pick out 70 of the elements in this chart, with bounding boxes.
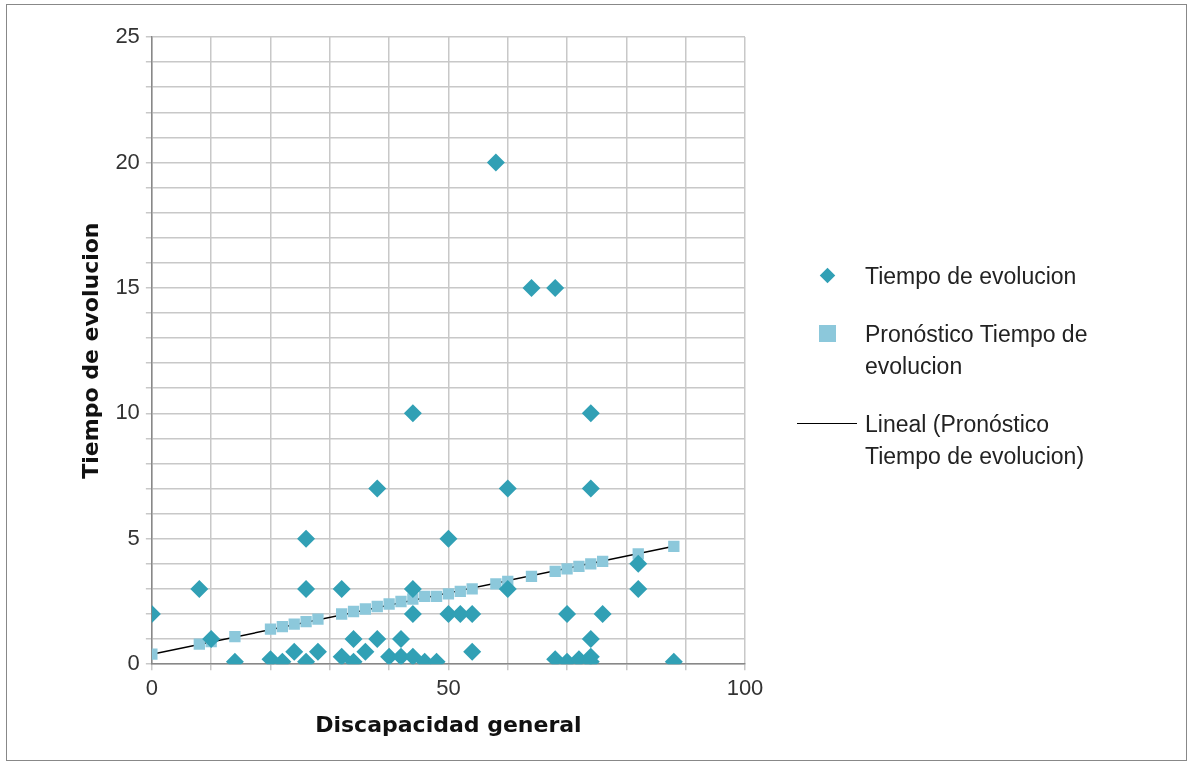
point	[439, 529, 458, 548]
point	[581, 404, 600, 423]
legend-label: Pronóstico Tiempo de evolucion	[865, 320, 1089, 381]
point	[442, 588, 455, 600]
point	[522, 278, 541, 297]
point	[288, 618, 300, 630]
point	[308, 642, 327, 661]
y-tick-label: 10	[115, 399, 140, 425]
legend-label: Lineal (Pronóstico Tiempo de evolucion)	[865, 410, 1086, 471]
point	[312, 613, 324, 625]
point	[285, 642, 304, 661]
point	[368, 630, 387, 649]
point	[371, 600, 383, 613]
point	[297, 529, 316, 548]
point	[498, 579, 517, 598]
y-tick-label: 20	[115, 148, 140, 174]
point	[549, 565, 561, 578]
point	[486, 153, 505, 172]
point	[430, 590, 443, 603]
point	[368, 479, 387, 498]
point	[581, 630, 600, 649]
point	[546, 278, 565, 297]
point	[463, 642, 482, 661]
point	[383, 598, 395, 610]
point	[403, 579, 422, 598]
point	[229, 630, 241, 643]
point	[525, 570, 538, 583]
point	[395, 595, 407, 608]
point	[629, 579, 648, 598]
point	[629, 554, 648, 573]
point	[581, 479, 600, 498]
point	[332, 579, 351, 598]
point	[332, 647, 351, 665]
point	[558, 605, 577, 624]
y-axis-title: Tiempo de evolucion	[77, 222, 103, 479]
x-tick-label: 100	[726, 675, 764, 701]
point	[573, 560, 585, 573]
point	[668, 540, 680, 552]
point	[561, 563, 573, 575]
y-tick-label: 5	[127, 524, 140, 550]
point	[300, 615, 312, 628]
point	[359, 603, 372, 615]
point	[193, 638, 205, 650]
point	[498, 479, 517, 498]
point	[391, 630, 410, 649]
point	[190, 579, 209, 598]
x-axis-title: Discapacidad general	[315, 711, 582, 737]
x-tick-label: 0	[145, 675, 158, 701]
point	[490, 578, 502, 590]
point	[344, 630, 363, 649]
point	[585, 558, 597, 570]
x-tick-label: 50	[436, 675, 461, 701]
point	[297, 579, 316, 598]
point	[596, 555, 609, 567]
y-tick-label: 25	[115, 23, 140, 49]
point	[347, 605, 360, 618]
point	[454, 585, 466, 598]
point	[276, 620, 289, 633]
legend-label: Tiempo de evolucion	[865, 262, 1077, 291]
y-tick-label: 15	[115, 273, 140, 299]
point	[403, 404, 422, 423]
point	[356, 642, 375, 661]
point	[593, 605, 612, 624]
point	[336, 608, 348, 620]
y-tick-label: 0	[127, 650, 140, 676]
point	[403, 605, 422, 624]
point	[202, 630, 221, 649]
point	[419, 590, 431, 603]
point	[264, 623, 277, 635]
point	[466, 583, 478, 595]
